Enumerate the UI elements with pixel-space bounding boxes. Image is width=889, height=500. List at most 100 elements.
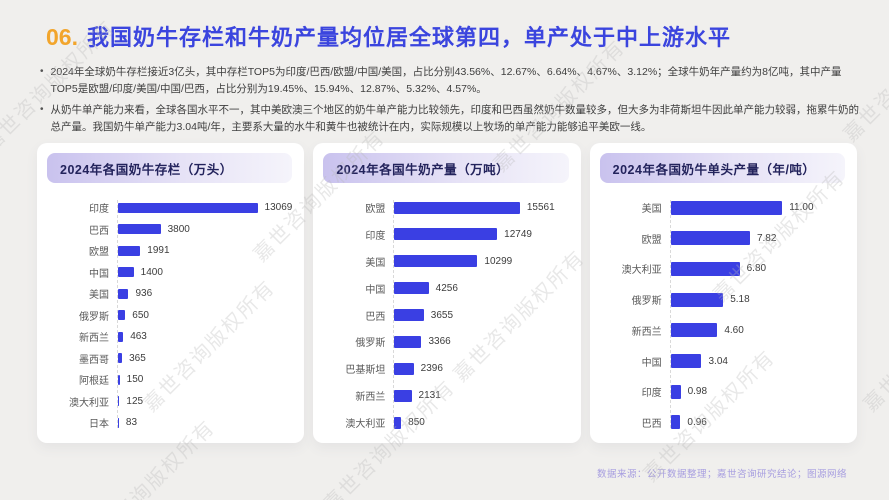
bar: [118, 353, 123, 363]
chart-row: 中国 1400: [47, 265, 292, 280]
value-label: 125: [126, 395, 144, 407]
bar-track: 4256: [394, 282, 568, 295]
category-label: 中国: [641, 357, 662, 369]
bar-track: 650: [118, 310, 292, 321]
copyright-watermark: 嘉世咨询版权所有: [859, 276, 889, 417]
chart-rows: 欧盟 15561 印度 12749 美国 10299 中国 4256 巴西 3655 俄罗斯 3366…: [323, 198, 568, 434]
chart-title-yield-per-cow: 2024年各国奶牛单头产量（年/吨）: [599, 153, 845, 183]
value-label: 0.96: [687, 416, 707, 428]
value-label: 1991: [147, 245, 170, 256]
category-label: 新西兰: [79, 333, 109, 344]
bar-track: 3655: [394, 309, 568, 321]
bar-track: 0.98: [670, 384, 845, 399]
bar-track: 1991: [118, 245, 292, 256]
chart-row: 墨西哥 365: [47, 351, 292, 366]
value-label: 463: [130, 331, 147, 342]
category-label: 澳大利亚: [69, 397, 109, 409]
chart-row: 欧盟 7.82: [600, 231, 845, 246]
value-label: 650: [132, 309, 149, 321]
category-label: 日本: [89, 419, 109, 430]
value-label: 936: [135, 288, 153, 299]
value-label: 1400: [140, 266, 163, 278]
bar: [118, 202, 258, 213]
chart-row: 澳大利亚 6.80: [600, 261, 845, 276]
bar-track: 4.60: [670, 323, 845, 338]
chart-row: 新西兰 2131: [323, 388, 568, 403]
bullet-marker-icon: •: [40, 104, 44, 115]
bar: [118, 224, 161, 234]
bar-track: 12749: [394, 228, 568, 241]
bar-track: 1400: [118, 267, 292, 278]
chart-rows: 美国 11.00 欧盟 7.82 澳大利亚 6.80 俄罗斯 5.18 新西兰 4.60 中国 3.0…: [600, 198, 845, 434]
chart-card-milk-production: 2024年各国牛奶产量（万吨） 欧盟 15561 印度 12749 美国 10299 中国 4…: [313, 143, 581, 443]
category-label: 巴西: [365, 311, 386, 323]
value-label: 12749: [504, 228, 532, 240]
bar-chart-milk-production: 欧盟 15561 印度 12749 美国 10299 中国 4256 巴西 3655 俄罗斯 3366…: [323, 198, 568, 434]
value-label: 3.04: [708, 355, 728, 367]
bar: [394, 201, 520, 214]
bar-track: 7.82: [670, 231, 845, 246]
bullet-text: 从奶牛单产能力来看，全球各国水平不一，其中美欧澳三个地区的奶牛单产能力比较领先，…: [50, 104, 860, 133]
value-label: 5.18: [730, 294, 750, 306]
chart-row: 巴西 3655: [323, 308, 568, 323]
bar: [118, 245, 141, 256]
chart-row: 巴西 0.96: [600, 415, 845, 430]
bar: [670, 231, 750, 246]
bar: [394, 228, 498, 241]
category-label: 巴西: [641, 418, 662, 430]
page-title: 我国奶牛存栏和牛奶产量均位居全球第四，单产处于中上游水平: [86, 25, 731, 50]
bar: [394, 335, 422, 348]
chart-row: 澳大利亚 125: [47, 394, 292, 409]
bar: [670, 384, 681, 399]
category-label: 阿根廷: [79, 376, 109, 387]
value-label: 850: [408, 417, 425, 428]
value-label: 150: [126, 374, 144, 385]
chart-row: 欧盟 15561: [323, 200, 568, 215]
chart-card-cow-inventory: 2024年各国奶牛存栏（万头） 印度 13069 巴西 3800 欧盟 1991 中国 140…: [37, 143, 305, 443]
category-label: 新西兰: [631, 326, 662, 338]
chart-row: 俄罗斯 5.18: [600, 292, 845, 307]
bar: [394, 389, 412, 402]
bar: [394, 362, 414, 375]
value-label: 13069: [264, 202, 293, 213]
bar: [118, 288, 129, 299]
value-label: 2131: [418, 390, 441, 402]
category-label: 欧盟: [89, 247, 109, 258]
bar-track: 13069: [118, 202, 292, 213]
value-label: 0.98: [687, 386, 708, 398]
slide-header: 06. 我国奶牛存栏和牛奶产量均位居全球第四，单产处于中上游水平: [0, 0, 889, 52]
chart-cards-row: 2024年各国奶牛存栏（万头） 印度 13069 巴西 3800 欧盟 1991 中国 140…: [37, 143, 857, 443]
chart-row: 巴基斯坦 2396: [323, 361, 568, 376]
category-label: 俄罗斯: [355, 338, 386, 350]
category-label: 欧盟: [641, 234, 662, 246]
bar-track: 3800: [118, 224, 292, 235]
bar: [118, 310, 126, 320]
value-label: 4.60: [724, 324, 744, 336]
value-label: 2396: [420, 363, 443, 375]
category-label: 巴基斯坦: [345, 365, 386, 377]
bar: [670, 415, 681, 430]
chart-row: 欧盟 1991: [47, 243, 292, 258]
bar-chart-cow-inventory: 印度 13069 巴西 3800 欧盟 1991 中国 1400 美国 936 俄罗斯 650 新西兰 4…: [47, 198, 292, 434]
bar: [670, 323, 718, 338]
bar: [670, 200, 783, 215]
bar-chart-yield-per-cow: 美国 11.00 欧盟 7.82 澳大利亚 6.80 俄罗斯 5.18 新西兰 4.60 中国 3.0…: [600, 198, 845, 434]
chart-title-cow-inventory: 2024年各国奶牛存栏（万头）: [47, 153, 293, 183]
chart-row: 巴西 3800: [47, 222, 292, 237]
chart-row: 中国 4256: [323, 281, 568, 296]
chart-row: 阿根廷 150: [47, 372, 292, 387]
bar: [670, 261, 740, 276]
bar: [118, 267, 134, 277]
bullet-text: 2024年全球奶牛存栏接近3亿头，其中存栏TOP5为印度/巴西/欧盟/中国/美国…: [50, 66, 842, 95]
bar-track: 5.18: [670, 292, 845, 307]
category-label: 俄罗斯: [631, 296, 662, 308]
category-label: 印度: [89, 204, 109, 215]
bar: [670, 292, 724, 307]
category-label: 墨西哥: [79, 354, 109, 366]
bar-track: 6.80: [670, 261, 845, 276]
bar: [118, 417, 119, 428]
chart-row: 美国 10299: [323, 254, 568, 269]
chart-row: 印度 0.98: [600, 384, 845, 399]
chart-card-yield-per-cow: 2024年各国奶牛单头产量（年/吨） 美国 11.00 欧盟 7.82 澳大利亚 6.80…: [589, 143, 857, 443]
bar-track: 463: [118, 331, 292, 342]
